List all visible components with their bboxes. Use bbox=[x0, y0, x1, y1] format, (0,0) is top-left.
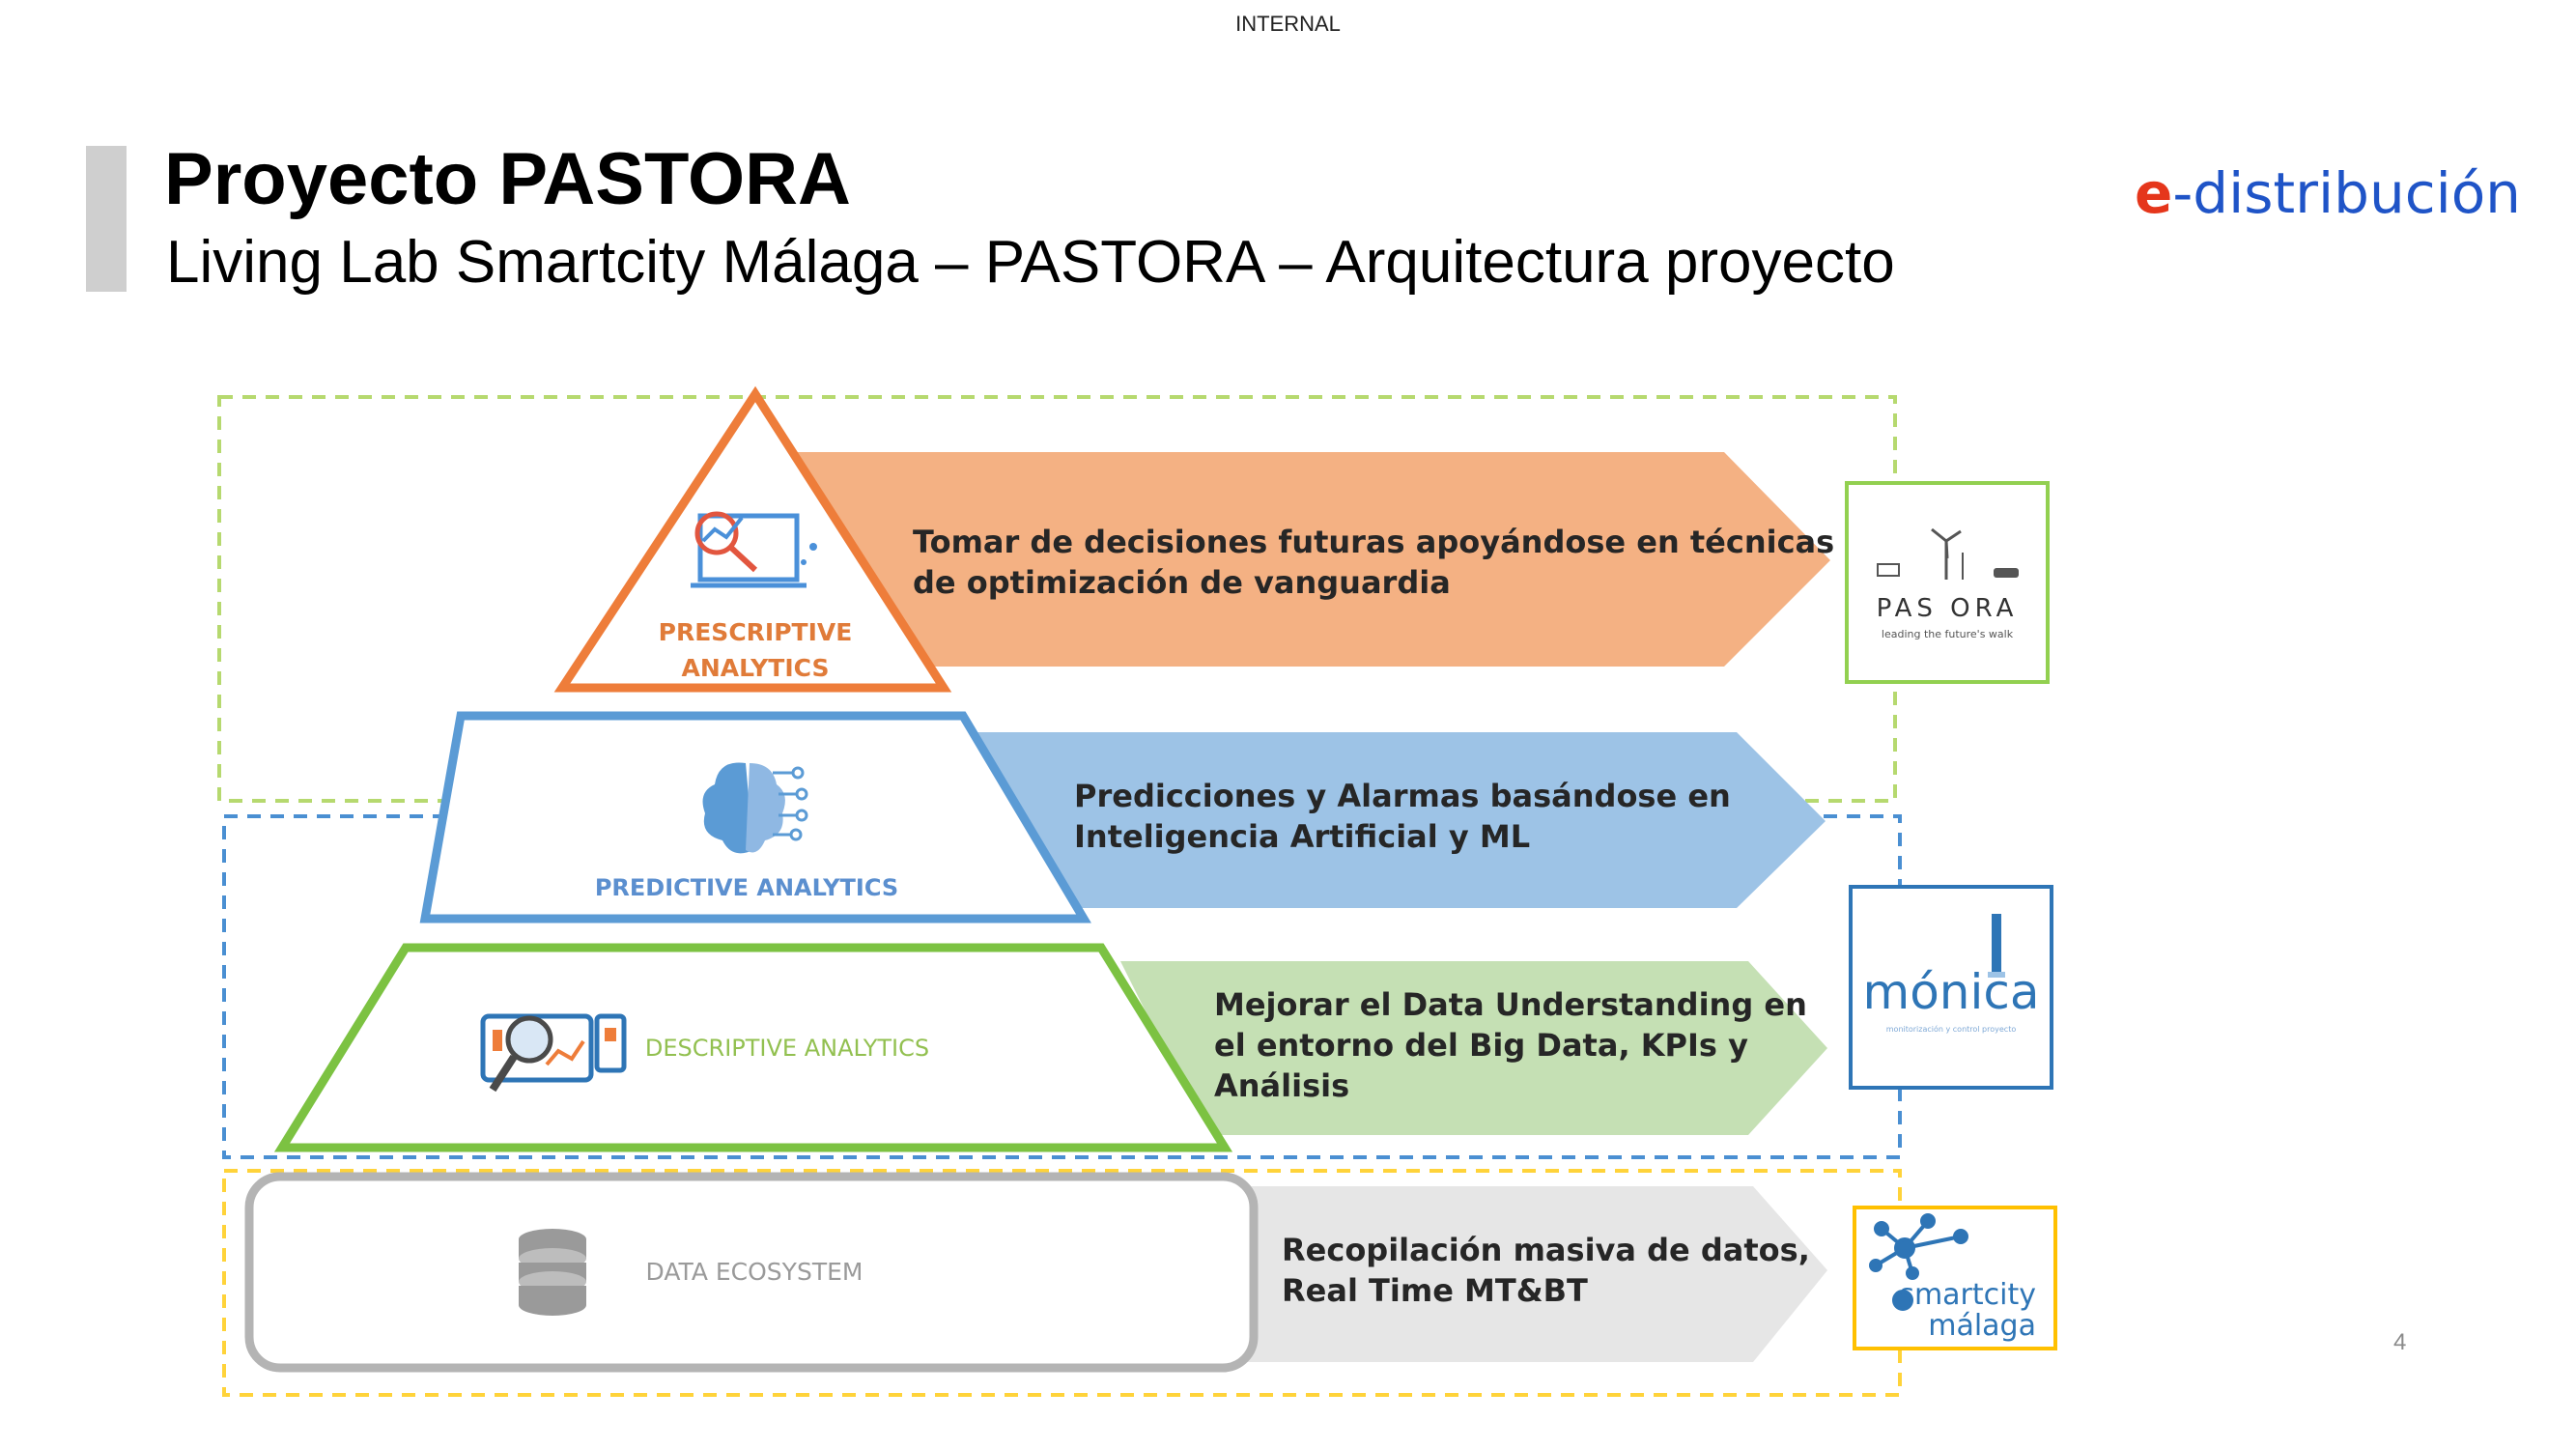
smartcity-name-line1: smartcity bbox=[1899, 1278, 2036, 1312]
descriptive-label: DESCRIPTIVE ANALYTICS bbox=[645, 1035, 929, 1062]
smartcity-malaga-logo-box: smartcity málaga bbox=[1853, 1206, 2057, 1350]
smartcity-name-line2: málaga bbox=[1928, 1309, 2036, 1343]
title-accent-bar bbox=[86, 146, 127, 292]
lighthouse-icon bbox=[1988, 914, 2005, 978]
prescriptive-label-line1: PRESCRIPTIVE bbox=[659, 618, 853, 646]
predictive-label: PREDICTIVE ANALYTICS bbox=[595, 874, 898, 901]
database-icon bbox=[519, 1229, 586, 1316]
prescriptive-description-line2: de optimización de vanguardia bbox=[913, 564, 1451, 601]
network-nodes-icon bbox=[1869, 1213, 1968, 1311]
logo-e-mark: e bbox=[2135, 160, 2173, 226]
pastora-logo-box: PAS ORA leading the future's walk bbox=[1845, 481, 2050, 684]
monica-name: mónica bbox=[1862, 964, 2039, 1020]
wind-turbine-icon bbox=[1877, 527, 2019, 580]
page-title: Proyecto PASTORA bbox=[164, 138, 851, 220]
pyramid-layer-descriptive bbox=[273, 943, 1233, 1152]
arrow-data bbox=[1246, 1186, 1827, 1362]
pastora-tagline: leading the future's walk bbox=[1882, 628, 2014, 640]
predictive-description-line1: Predicciones y Alarmas basándose en bbox=[1074, 778, 1731, 814]
descriptive-description-line3: Análisis bbox=[1214, 1067, 1349, 1104]
classification-label: INTERNAL bbox=[1235, 12, 1341, 36]
dashboard-magnifier-icon bbox=[480, 1013, 627, 1093]
monica-tagline: monitorización y control proyecto bbox=[1886, 1024, 2017, 1034]
monica-logo-box: mónica monitorización y control proyecto bbox=[1849, 885, 2053, 1090]
data-description-line2: Real Time MT&BT bbox=[1282, 1272, 1588, 1309]
prescriptive-description-line1: Tomar de decisiones futuras apoyándose e… bbox=[913, 524, 1834, 560]
arrow-predictive bbox=[966, 732, 1826, 908]
brain-circuit-icon bbox=[702, 762, 808, 854]
logo-wordmark: -distribución bbox=[2172, 160, 2521, 226]
data-ecosystem-label: DATA ECOSYSTEM bbox=[646, 1258, 863, 1286]
page-number: 4 bbox=[2393, 1329, 2407, 1355]
page-subtitle: Living Lab Smartcity Málaga – PASTORA – … bbox=[166, 229, 1895, 296]
prescriptive-label-line2: ANALYTICS bbox=[682, 654, 830, 682]
descriptive-description-line1: Mejorar el Data Understanding en bbox=[1214, 986, 1807, 1023]
pyramid-layer-prescriptive bbox=[553, 385, 952, 693]
descriptive-description-line2: el entorno del Big Data, KPIs y bbox=[1214, 1027, 1748, 1064]
predictive-description-line2: Inteligencia Artificial y ML bbox=[1074, 818, 1530, 855]
pastora-name: PAS ORA bbox=[1877, 594, 2019, 623]
arrow-prescriptive bbox=[787, 452, 1830, 667]
e-distribucion-logo: e-distribución bbox=[2135, 160, 2521, 226]
analytics-laptop-icon bbox=[691, 511, 817, 588]
data-ecosystem-box bbox=[244, 1172, 1259, 1373]
data-description-line1: Recopilación masiva de datos, bbox=[1282, 1232, 1810, 1268]
arrow-descriptive bbox=[1120, 961, 1827, 1135]
